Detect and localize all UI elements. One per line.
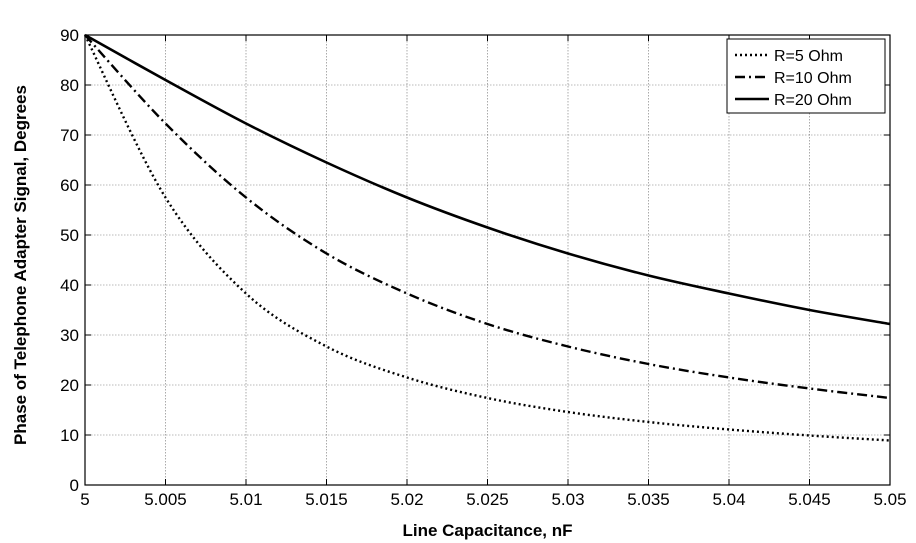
y-tick-label: 10 — [60, 426, 79, 445]
plot-frame — [84, 34, 891, 486]
y-tick-label: 40 — [60, 276, 79, 295]
legend: R=5 Ohm R=10 Ohm R=20 Ohm — [726, 38, 886, 114]
series-lines — [83, 33, 891, 442]
y-tick-label: 70 — [60, 126, 79, 145]
series-line-2 — [84, 34, 891, 400]
y-tick-label: 0 — [70, 476, 79, 495]
series-line-3 — [84, 33, 891, 326]
x-axis-label: Line Capacitance, nF — [402, 521, 572, 540]
y-tick-label: 60 — [60, 176, 79, 195]
x-tick-label: 5.045 — [788, 490, 831, 509]
y-tick-label: 30 — [60, 326, 79, 345]
x-tick-label: 5.02 — [390, 490, 423, 509]
x-tick-label: 5.005 — [144, 490, 187, 509]
x-tick-label: 5.01 — [229, 490, 262, 509]
y-tick-label: 80 — [60, 76, 79, 95]
x-tick-label: 5.03 — [551, 490, 584, 509]
legend-label: R=10 Ohm — [774, 70, 852, 87]
y-tick-label: 50 — [60, 226, 79, 245]
legend-label: R=20 Ohm — [774, 92, 852, 109]
x-tick-label: 5.04 — [712, 490, 745, 509]
x-tick-label: 5.05 — [873, 490, 906, 509]
y-tick-label: 20 — [60, 376, 79, 395]
x-tick-labels: 5 5.005 5.01 5.015 5.02 5.025 5.03 5.035 5.04 5.0… — [80, 490, 906, 509]
legend-label: R=5 Ohm — [774, 48, 843, 65]
x-tick-label: 5 — [80, 490, 89, 509]
x-tick-label: 5.015 — [305, 490, 348, 509]
x-tick-label: 5.025 — [466, 490, 509, 509]
x-tick-label: 5.035 — [627, 490, 670, 509]
y-tick-label: 90 — [60, 26, 79, 45]
y-axis-label: Phase of Telephone Adapter Signal, Degre… — [11, 85, 30, 445]
y-tick-labels: 0 10 20 30 40 50 60 70 80 90 — [60, 26, 79, 495]
series-line-1 — [83, 34, 891, 442]
legend-box — [726, 38, 886, 114]
